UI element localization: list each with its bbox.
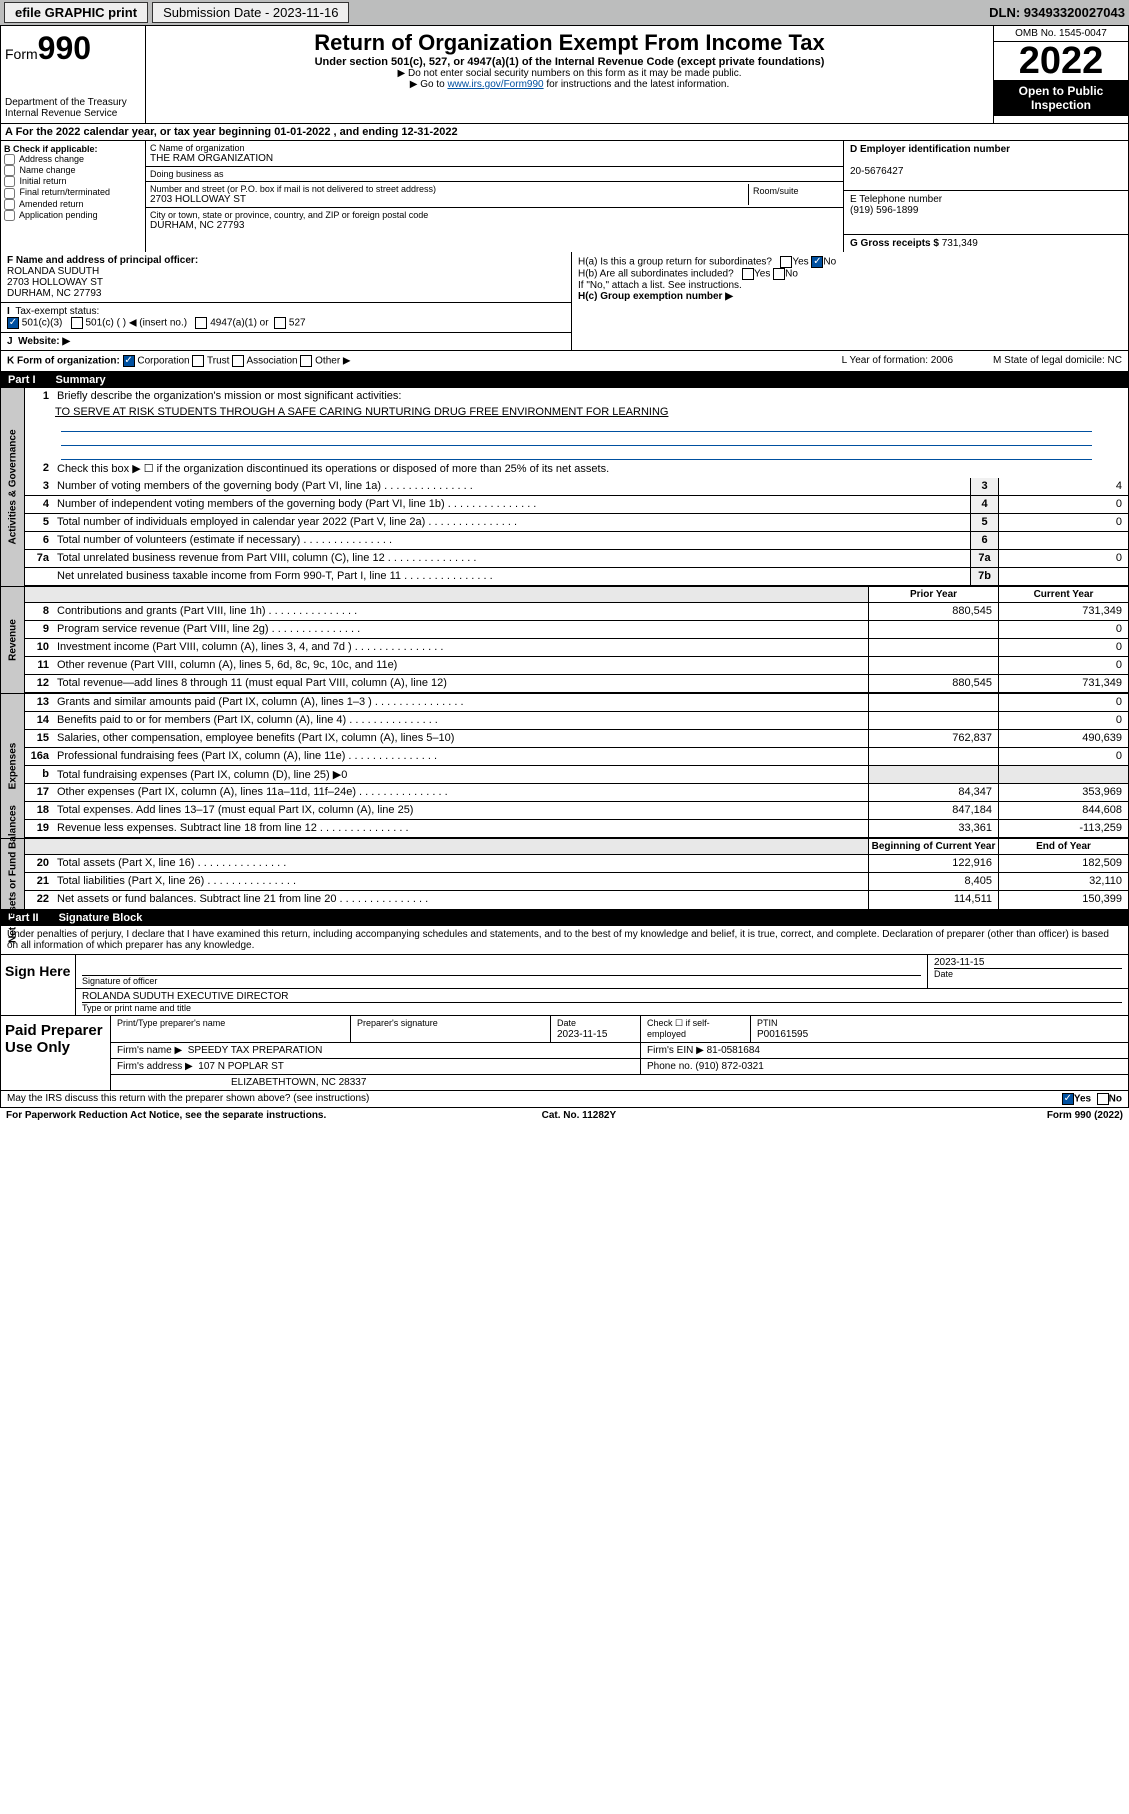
officer-addr2: DURHAM, NC 27793 — [7, 288, 101, 299]
discuss-yes-checkbox[interactable]: ✓ — [1062, 1093, 1074, 1105]
sig-date-value: 2023-11-15 — [934, 957, 1122, 968]
street-value: 2703 HOLLOWAY ST — [150, 194, 748, 205]
form-footer: Form 990 (2022) — [1047, 1110, 1123, 1121]
revenue-tab: Revenue — [1, 587, 25, 693]
ein-value: 20-5676427 — [850, 166, 903, 177]
line7a-value: 0 — [998, 550, 1128, 567]
efile-print-button[interactable]: efile GRAPHIC print — [4, 2, 148, 23]
h-a-label: H(a) Is this a group return for subordin… — [578, 256, 1122, 268]
line4-value: 0 — [998, 496, 1128, 513]
dept-label: Department of the Treasury Internal Reve… — [5, 97, 141, 119]
discuss-no-checkbox[interactable] — [1097, 1093, 1109, 1105]
state-domicile: M State of legal domicile: NC — [993, 355, 1122, 367]
form-header: Form990 Department of the Treasury Inter… — [0, 25, 1129, 124]
dba-label: Doing business as — [150, 169, 839, 179]
part-ii-header: Part IISignature Block — [0, 910, 1129, 926]
org-name-label: C Name of organization — [150, 143, 839, 153]
4947-checkbox[interactable] — [195, 317, 207, 329]
governance-tab: Activities & Governance — [1, 388, 25, 586]
submission-date-label: Submission Date - 2023-11-16 — [152, 2, 349, 23]
h-b-label: H(b) Are all subordinates included? Yes … — [578, 268, 1122, 280]
527-checkbox[interactable] — [274, 317, 286, 329]
h-b-note: If "No," attach a list. See instructions… — [578, 280, 1122, 291]
irs-link[interactable]: www.irs.gov/Form990 — [447, 79, 543, 90]
sig-date-label: Date — [934, 968, 1122, 979]
city-value: DURHAM, NC 27793 — [150, 220, 839, 231]
net-assets-tab: Net Assets or Fund Balances — [1, 839, 25, 909]
officer-addr1: 2703 HOLLOWAY ST — [7, 277, 103, 288]
open-to-public: Open to Public Inspection — [994, 80, 1128, 116]
part-i-header: Part ISummary — [0, 372, 1129, 388]
sign-here-label: Sign Here — [1, 955, 76, 1015]
501c-checkbox[interactable] — [71, 317, 83, 329]
ha-yes-checkbox[interactable] — [780, 256, 792, 268]
hb-no-checkbox[interactable] — [773, 268, 785, 280]
line2-text: Check this box ▶ ☐ if the organization d… — [53, 460, 1128, 478]
corporation-checkbox[interactable]: ✓ — [123, 355, 135, 367]
form-title: Return of Organization Exempt From Incom… — [150, 30, 989, 56]
form-note2: ▶ Go to www.irs.gov/Form990 for instruct… — [150, 79, 989, 90]
discuss-question: May the IRS discuss this return with the… — [7, 1093, 369, 1105]
ha-no-checkbox[interactable]: ✓ — [811, 256, 823, 268]
paperwork-notice: For Paperwork Reduction Act Notice, see … — [6, 1110, 326, 1121]
other-checkbox[interactable] — [300, 355, 312, 367]
officer-name-title: ROLANDA SUDUTH EXECUTIVE DIRECTOR — [82, 991, 1122, 1002]
form-subtitle: Under section 501(c), 527, or 4947(a)(1)… — [150, 56, 989, 68]
form-number: Form990 — [5, 30, 141, 67]
column-b-checkboxes: B Check if applicable: Address change Na… — [1, 141, 146, 252]
website-label: Website: ▶ — [18, 336, 70, 347]
top-toolbar: efile GRAPHIC print Submission Date - 20… — [0, 0, 1129, 25]
application-pending-checkbox[interactable] — [4, 210, 15, 221]
trust-checkbox[interactable] — [192, 355, 204, 367]
association-checkbox[interactable] — [232, 355, 244, 367]
mission-text: TO SERVE AT RISK STUDENTS THROUGH A SAFE… — [55, 406, 1098, 418]
line6-value — [998, 532, 1128, 549]
paid-preparer-label: Paid Preparer Use Only — [1, 1016, 111, 1090]
line5-value: 0 — [998, 514, 1128, 531]
h-c-label: H(c) Group exemption number ▶ — [578, 291, 1122, 302]
room-label: Room/suite — [753, 186, 835, 196]
form-note1: ▶ Do not enter social security numbers o… — [150, 68, 989, 79]
line3-value: 4 — [998, 478, 1128, 495]
perjury-declaration: Under penalties of perjury, I declare th… — [1, 926, 1128, 955]
year-formation: L Year of formation: 2006 — [842, 355, 953, 367]
gross-receipts-value: 731,349 — [942, 238, 978, 249]
org-name: THE RAM ORGANIZATION — [150, 153, 839, 164]
dln-label: DLN: 93493320027043 — [989, 5, 1125, 20]
address-change-checkbox[interactable] — [4, 154, 15, 165]
signature-officer-label: Signature of officer — [82, 975, 921, 986]
name-change-checkbox[interactable] — [4, 165, 15, 176]
city-label: City or town, state or province, country… — [150, 210, 839, 220]
line7b-value — [998, 568, 1128, 585]
officer-name: ROLANDA SUDUTH — [7, 266, 99, 277]
line1-text: Briefly describe the organization's miss… — [53, 388, 1128, 406]
tax-year: 2022 — [994, 42, 1128, 80]
name-title-label: Type or print name and title — [82, 1002, 1122, 1013]
gross-receipts-label: G Gross receipts $ — [850, 238, 939, 249]
phone-label: E Telephone number — [850, 194, 942, 205]
officer-label: F Name and address of principal officer: — [7, 255, 198, 266]
amended-return-checkbox[interactable] — [4, 199, 15, 210]
final-return-checkbox[interactable] — [4, 188, 15, 199]
phone-value: (919) 596-1899 — [850, 205, 918, 216]
501c3-checkbox[interactable]: ✓ — [7, 317, 19, 329]
hb-yes-checkbox[interactable] — [742, 268, 754, 280]
street-label: Number and street (or P.O. box if mail i… — [150, 184, 748, 194]
cat-number: Cat. No. 11282Y — [542, 1110, 616, 1121]
tax-exempt-label: Tax-exempt status: — [15, 306, 99, 317]
initial-return-checkbox[interactable] — [4, 176, 15, 187]
row-a-tax-year: A For the 2022 calendar year, or tax yea… — [0, 124, 1129, 141]
ein-label: D Employer identification number — [850, 144, 1010, 155]
